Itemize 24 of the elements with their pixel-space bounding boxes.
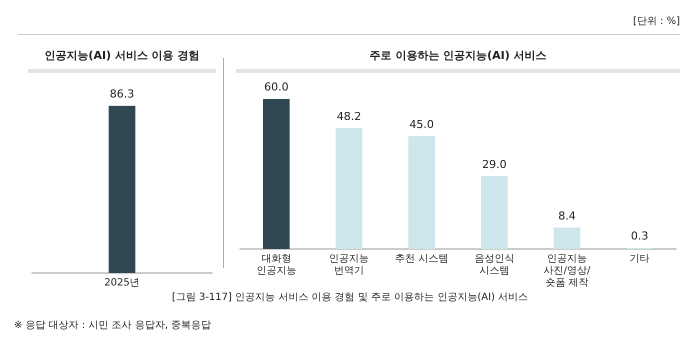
data-label: 60.0 xyxy=(264,80,289,94)
bar xyxy=(408,136,435,249)
x-tick-label: 추천 시스템 xyxy=(395,254,448,265)
data-label: 8.4 xyxy=(558,209,576,222)
x-tick-label: 인공지능 사진/영상/ 숏폼 제작 xyxy=(544,254,591,289)
bar xyxy=(554,228,580,249)
data-label: 29.0 xyxy=(482,158,507,171)
data-label: 0.3 xyxy=(630,230,648,243)
text: ※ 응답 대상자 : 시민 조사 응답자, 중복응답 xyxy=(14,319,212,332)
bar xyxy=(481,176,508,249)
x-tick-label: 대화형 인공지능 xyxy=(256,254,296,277)
x-tick-label: 음성인식 시스템 xyxy=(474,254,514,277)
data-label: 86.3 xyxy=(110,88,134,101)
bar xyxy=(263,99,290,249)
x-tick-label: 기타 xyxy=(630,254,650,265)
bar xyxy=(336,128,362,249)
text: [단위 : %] xyxy=(632,15,680,28)
x-tick-label: 2025년 xyxy=(104,278,140,289)
data-label: 48.2 xyxy=(336,110,362,123)
chart-title: 주로 이용하는 인공지능(AI) 서비스 xyxy=(236,48,680,73)
chart-title: 인공지능(AI) 서비스 이용 경험 xyxy=(28,48,216,73)
data-label: 45.0 xyxy=(409,118,434,131)
text: [그림 3-117] 인공지능 서비스 이용 경험 및 주로 이용하는 인공지능(AI) 서비스 xyxy=(170,291,530,304)
x-tick-label: 인공지능 번역기 xyxy=(329,254,369,277)
